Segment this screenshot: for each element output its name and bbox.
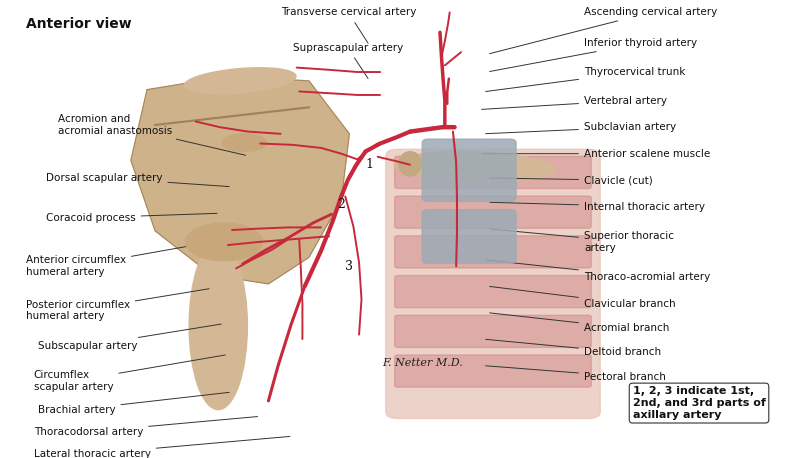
Text: Posterior circumflex
humeral artery: Posterior circumflex humeral artery bbox=[26, 289, 208, 321]
Text: Internal thoracic artery: Internal thoracic artery bbox=[489, 202, 704, 212]
Text: Thoraco-acromial artery: Thoraco-acromial artery bbox=[485, 260, 710, 282]
Text: Clavicular branch: Clavicular branch bbox=[489, 286, 675, 309]
FancyBboxPatch shape bbox=[422, 210, 516, 263]
FancyBboxPatch shape bbox=[394, 236, 590, 268]
Text: 1, 2, 3 indicate 1st,
2nd, and 3rd parts of
axillary artery: 1, 2, 3 indicate 1st, 2nd, and 3rd parts… bbox=[632, 387, 765, 420]
Text: Clavicle (cut): Clavicle (cut) bbox=[489, 175, 652, 185]
Text: Subscapular artery: Subscapular artery bbox=[38, 324, 221, 351]
Text: Anterior view: Anterior view bbox=[26, 17, 131, 31]
Ellipse shape bbox=[398, 152, 421, 176]
Text: Anterior circumflex
humeral artery: Anterior circumflex humeral artery bbox=[26, 245, 197, 277]
Text: Lateral thoracic artery: Lateral thoracic artery bbox=[34, 436, 290, 458]
Text: Deltoid branch: Deltoid branch bbox=[485, 339, 660, 357]
FancyBboxPatch shape bbox=[394, 315, 590, 348]
Text: Thyrocervical trunk: Thyrocervical trunk bbox=[485, 67, 684, 92]
Text: Anterior scalene muscle: Anterior scalene muscle bbox=[481, 149, 710, 158]
Text: 1: 1 bbox=[365, 158, 373, 171]
Text: Brachial artery: Brachial artery bbox=[38, 393, 229, 414]
Ellipse shape bbox=[221, 134, 266, 152]
Text: Dorsal scapular artery: Dorsal scapular artery bbox=[46, 173, 229, 186]
Text: Superior thoracic
artery: Superior thoracic artery bbox=[489, 229, 673, 253]
Ellipse shape bbox=[184, 68, 296, 94]
FancyBboxPatch shape bbox=[394, 276, 590, 308]
FancyBboxPatch shape bbox=[394, 196, 590, 228]
Text: Circumflex
scapular artery: Circumflex scapular artery bbox=[34, 355, 225, 392]
Text: Pectoral branch: Pectoral branch bbox=[485, 366, 665, 382]
FancyBboxPatch shape bbox=[385, 149, 599, 419]
Text: F. Netter M.D.: F. Netter M.D. bbox=[381, 358, 462, 368]
FancyBboxPatch shape bbox=[422, 139, 516, 202]
Text: Acromial branch: Acromial branch bbox=[489, 313, 668, 333]
FancyBboxPatch shape bbox=[394, 355, 590, 387]
Text: Acromion and
acromial anastomosis: Acromion and acromial anastomosis bbox=[58, 114, 245, 155]
Text: Suprascapular artery: Suprascapular artery bbox=[292, 43, 402, 78]
Text: Thoracodorsal artery: Thoracodorsal artery bbox=[34, 417, 257, 437]
Polygon shape bbox=[131, 76, 349, 284]
Ellipse shape bbox=[185, 223, 262, 261]
Ellipse shape bbox=[189, 242, 247, 410]
Text: Subclavian artery: Subclavian artery bbox=[485, 122, 676, 134]
Ellipse shape bbox=[393, 152, 555, 182]
Text: Inferior thyroid artery: Inferior thyroid artery bbox=[489, 38, 697, 71]
Text: 2: 2 bbox=[337, 198, 345, 211]
Text: 3: 3 bbox=[345, 260, 353, 273]
Text: Transverse cervical artery: Transverse cervical artery bbox=[281, 7, 415, 43]
Text: Ascending cervical artery: Ascending cervical artery bbox=[489, 7, 716, 54]
Text: Vertebral artery: Vertebral artery bbox=[481, 96, 666, 109]
FancyBboxPatch shape bbox=[394, 156, 590, 189]
Text: Coracoid process: Coracoid process bbox=[46, 213, 217, 223]
